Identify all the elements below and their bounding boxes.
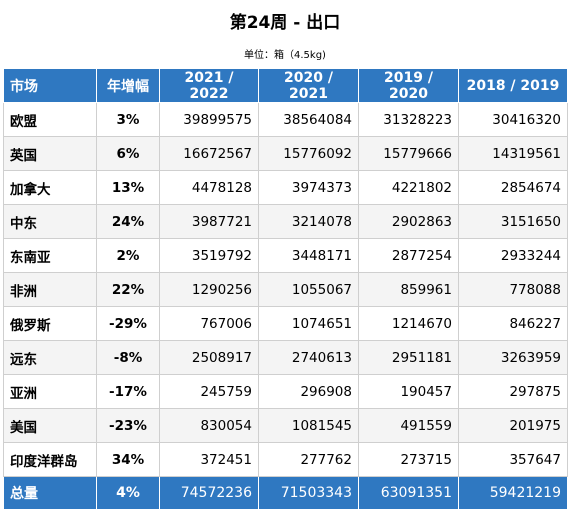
growth-cell: -29% — [96, 306, 160, 341]
export-table: 市场 年增幅 2021 / 2022 2020 / 2021 2019 / 20… — [3, 68, 568, 510]
value-2018-2019: 2933244 — [458, 238, 568, 273]
region-cell: 印度洋群岛 — [3, 442, 97, 477]
table-row: 美国 -23% 830054 1081545 491559 201975 — [3, 408, 568, 443]
header-2019-2020: 2019 / 2020 — [358, 68, 459, 103]
growth-cell: 6% — [96, 136, 160, 171]
header-row: 市场 年增幅 2021 / 2022 2020 / 2021 2019 / 20… — [3, 68, 568, 103]
value-2021-2022: 39899575 — [159, 102, 259, 137]
value-2020-2021: 2740613 — [258, 340, 359, 375]
table-row: 印度洋群岛 34% 372451 277762 273715 357647 — [3, 442, 568, 477]
growth-cell: -8% — [96, 340, 160, 375]
value-2019-2020: 859961 — [358, 272, 459, 307]
total-2019-2020: 63091351 — [358, 476, 459, 510]
value-2018-2019: 778088 — [458, 272, 568, 307]
total-label: 总量 — [3, 476, 97, 510]
value-2018-2019: 357647 — [458, 442, 568, 477]
value-2019-2020: 273715 — [358, 442, 459, 477]
region-cell: 俄罗斯 — [3, 306, 97, 341]
header-market: 市场 — [3, 68, 97, 103]
growth-cell: -23% — [96, 408, 160, 443]
total-2018-2019: 59421219 — [458, 476, 568, 510]
value-2020-2021: 15776092 — [258, 136, 359, 171]
region-cell: 美国 — [3, 408, 97, 443]
value-2020-2021: 296908 — [258, 374, 359, 409]
growth-cell: 2% — [96, 238, 160, 273]
header-growth: 年增幅 — [96, 68, 160, 103]
table-row: 欧盟 3% 39899575 38564084 31328223 30416320 — [3, 102, 568, 137]
growth-cell: 24% — [96, 204, 160, 239]
growth-cell: 22% — [96, 272, 160, 307]
value-2019-2020: 491559 — [358, 408, 459, 443]
region-cell: 远东 — [3, 340, 97, 375]
growth-cell: -17% — [96, 374, 160, 409]
page-title: 第24周 - 出口 — [229, 13, 341, 33]
value-2018-2019: 14319561 — [458, 136, 568, 171]
value-2021-2022: 767006 — [159, 306, 259, 341]
value-2021-2022: 372451 — [159, 442, 259, 477]
value-2020-2021: 3974373 — [258, 170, 359, 205]
value-2021-2022: 16672567 — [159, 136, 259, 171]
value-2019-2020: 2902863 — [358, 204, 459, 239]
value-2019-2020: 1214670 — [358, 306, 459, 341]
table-row: 远东 -8% 2508917 2740613 2951181 3263959 — [3, 340, 568, 375]
region-cell: 非洲 — [3, 272, 97, 307]
total-row: 总量 4% 74572236 71503343 63091351 5942121… — [3, 476, 568, 510]
region-cell: 中东 — [3, 204, 97, 239]
value-2018-2019: 846227 — [458, 306, 568, 341]
table-row: 加拿大 13% 4478128 3974373 4221802 2854674 — [3, 170, 568, 205]
growth-cell: 34% — [96, 442, 160, 477]
total-growth: 4% — [96, 476, 160, 510]
value-2018-2019: 3151650 — [458, 204, 568, 239]
value-2019-2020: 2951181 — [358, 340, 459, 375]
value-2019-2020: 190457 — [358, 374, 459, 409]
value-2018-2019: 297875 — [458, 374, 568, 409]
table-row: 东南亚 2% 3519792 3448171 2877254 2933244 — [3, 238, 568, 273]
value-2018-2019: 201975 — [458, 408, 568, 443]
value-2018-2019: 3263959 — [458, 340, 568, 375]
region-cell: 东南亚 — [3, 238, 97, 273]
growth-cell: 3% — [96, 102, 160, 137]
region-cell: 欧盟 — [3, 102, 97, 137]
header-2021-2022: 2021 / 2022 — [159, 68, 259, 103]
growth-cell: 13% — [96, 170, 160, 205]
value-2021-2022: 2508917 — [159, 340, 259, 375]
total-2021-2022: 74572236 — [159, 476, 259, 510]
header-2020-2021: 2020 / 2021 — [258, 68, 359, 103]
table-row: 中东 24% 3987721 3214078 2902863 3151650 — [3, 204, 568, 239]
region-cell: 亚洲 — [3, 374, 97, 409]
value-2020-2021: 3214078 — [258, 204, 359, 239]
value-2021-2022: 830054 — [159, 408, 259, 443]
value-2021-2022: 1290256 — [159, 272, 259, 307]
value-2019-2020: 2877254 — [358, 238, 459, 273]
table-row: 非洲 22% 1290256 1055067 859961 778088 — [3, 272, 568, 307]
value-2020-2021: 1074651 — [258, 306, 359, 341]
table-row: 俄罗斯 -29% 767006 1074651 1214670 846227 — [3, 306, 568, 341]
value-2018-2019: 30416320 — [458, 102, 568, 137]
total-2020-2021: 71503343 — [258, 476, 359, 510]
value-2019-2020: 31328223 — [358, 102, 459, 137]
header-2018-2019: 2018 / 2019 — [458, 68, 568, 103]
value-2018-2019: 2854674 — [458, 170, 568, 205]
value-2020-2021: 1055067 — [258, 272, 359, 307]
table-row: 英国 6% 16672567 15776092 15779666 14319561 — [3, 136, 568, 171]
value-2021-2022: 4478128 — [159, 170, 259, 205]
region-cell: 英国 — [3, 136, 97, 171]
unit-subtitle: 单位：箱（4.5kg) — [244, 50, 326, 61]
value-2021-2022: 245759 — [159, 374, 259, 409]
value-2020-2021: 3448171 — [258, 238, 359, 273]
value-2020-2021: 277762 — [258, 442, 359, 477]
value-2021-2022: 3519792 — [159, 238, 259, 273]
region-cell: 加拿大 — [3, 170, 97, 205]
value-2020-2021: 1081545 — [258, 408, 359, 443]
value-2021-2022: 3987721 — [159, 204, 259, 239]
value-2019-2020: 15779666 — [358, 136, 459, 171]
table-row: 亚洲 -17% 245759 296908 190457 297875 — [3, 374, 568, 409]
value-2019-2020: 4221802 — [358, 170, 459, 205]
value-2020-2021: 38564084 — [258, 102, 359, 137]
